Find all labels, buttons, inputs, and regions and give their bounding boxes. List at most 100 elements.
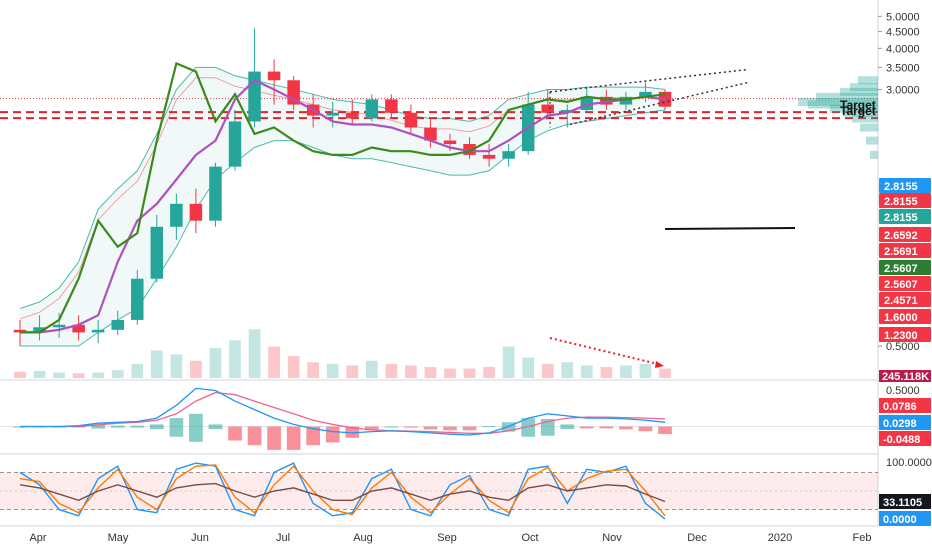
trend-drawings	[549, 68, 796, 368]
price-label-text: 2.5691	[884, 246, 918, 258]
purple-line	[20, 78, 666, 334]
volume-profile-bar	[870, 150, 878, 159]
candle-body	[131, 278, 144, 320]
macd-value-text: 0.0298	[883, 418, 917, 430]
volume-profile-bar	[843, 108, 878, 117]
support-line	[664, 227, 796, 230]
stoch-line	[19, 464, 666, 517]
volume-bar	[541, 363, 554, 378]
candle-body	[111, 319, 124, 330]
time-axis[interactable]: Apr May Jun Jul Aug Sep Oct Nov Dec 2020 Feb	[29, 532, 871, 544]
wedge-top	[549, 68, 749, 93]
price-label-text: 2.8155	[884, 212, 918, 224]
candle-body	[482, 154, 496, 159]
price-label-text: 1.2300	[884, 330, 918, 342]
volume-bar	[33, 370, 46, 378]
volume-label-badge	[879, 370, 931, 382]
volume-label-text: 245.118K	[882, 371, 929, 383]
volume-bar	[229, 340, 241, 378]
y-tick-label: 5.0000	[886, 11, 920, 23]
y-tick-label: 4.5000	[886, 26, 920, 38]
candle-body	[91, 329, 105, 333]
candle-body	[365, 99, 379, 119]
volume-bar	[424, 367, 437, 378]
x-tick-label: May	[108, 532, 129, 544]
grid	[0, 0, 879, 527]
volume-profile-bar	[808, 100, 878, 109]
macd-histogram-bar	[306, 426, 321, 446]
macd-value-badge	[879, 398, 931, 413]
macd-histogram-bar	[638, 426, 653, 432]
volume-profile-bar	[850, 83, 878, 92]
candle-body	[346, 112, 359, 119]
price-label-text: 2.6592	[884, 230, 918, 242]
stoch-value-badge	[879, 511, 931, 526]
x-tick-label: Apr	[29, 532, 46, 544]
volume-profile-bar	[840, 87, 878, 96]
price-axis[interactable]: 5.0000 4.5000 4.0000 3.5000 3.0000 0.5000 0.50…	[878, 11, 932, 469]
volume-profile-bar	[816, 92, 878, 101]
price-label-text: 2.8155	[884, 181, 918, 193]
y-tick-label: 3.0000	[886, 84, 920, 96]
x-tick-label: Jul	[276, 532, 290, 544]
macd-histogram-bar	[364, 426, 379, 431]
macd-histogram-bar	[443, 426, 457, 431]
price-label-text: 2.5607	[884, 263, 918, 275]
volume-bar	[346, 365, 359, 378]
volume-profile-bar	[866, 136, 878, 145]
volume-bar	[600, 367, 613, 378]
macd-histogram-bar	[560, 424, 575, 430]
stoch-value-text: 0.0000	[883, 514, 917, 526]
macd-histogram-bar	[521, 418, 536, 437]
macd-histogram-bar	[130, 425, 145, 428]
macd-histogram-bar	[619, 426, 633, 430]
macd-histogram-bar	[540, 418, 555, 436]
price-label-badge	[879, 309, 931, 324]
macd-histogram-bar	[267, 426, 281, 450]
volume-bar	[463, 368, 476, 378]
overlay-lines	[20, 61, 666, 334]
volume-profile-bar	[798, 97, 878, 106]
x-tick-label: Dec	[687, 532, 707, 544]
price-label-text: 2.8155	[884, 196, 918, 208]
volume-bar	[209, 348, 222, 378]
green-line	[20, 61, 666, 334]
candle-body	[619, 96, 633, 105]
volume-bar	[326, 363, 339, 378]
volume-profile-bar	[860, 123, 878, 132]
stoch-line	[19, 482, 666, 503]
macd-histogram-bar	[149, 424, 164, 430]
price-label-text: 2.5607	[884, 279, 918, 291]
volume-bar	[522, 357, 535, 378]
volume-bar	[502, 346, 515, 378]
price-label-badge	[879, 276, 931, 291]
candle-body	[170, 203, 183, 227]
volume-bar	[170, 354, 183, 378]
macd-histogram-bar	[169, 418, 184, 437]
volume-bar	[659, 368, 671, 378]
candle-body	[72, 324, 85, 333]
price-label-badge	[879, 193, 931, 208]
volume-trend-arrow	[549, 337, 663, 366]
arrow-head	[655, 361, 664, 368]
price-label-badge	[879, 327, 931, 342]
price-label-text: 2.4571	[884, 295, 918, 307]
volume-bar	[14, 371, 26, 378]
volume-bar	[53, 372, 65, 378]
stochastic-panel	[0, 462, 878, 520]
price-label-badge	[879, 227, 931, 242]
macd-histogram-bar	[599, 426, 614, 429]
candle-body	[189, 203, 203, 221]
volume-bar	[405, 365, 417, 378]
price-label-badge	[879, 243, 931, 258]
macd-histogram-bar	[423, 426, 438, 430]
volume-bar	[365, 360, 378, 378]
macd-histogram-bar	[384, 426, 399, 428]
y-tick-label: 4.0000	[886, 43, 920, 55]
candle-body	[385, 99, 398, 113]
candle-body	[502, 151, 515, 159]
candle-body	[561, 109, 574, 113]
target-annotation: Target	[840, 104, 876, 118]
volume-bar	[561, 362, 574, 378]
